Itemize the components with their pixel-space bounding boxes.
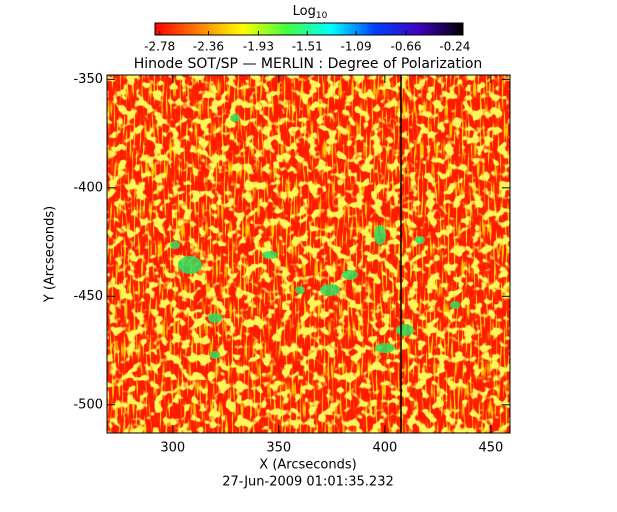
footer-date: 27-Jun-2009 01:01:35.232: [222, 475, 394, 490]
y-tick-label: -500: [73, 397, 103, 412]
colorbar-tick-label: -1.51: [292, 40, 323, 54]
y-tick-label: -350: [73, 72, 103, 87]
colorbar-tick-label: -1.09: [341, 40, 372, 54]
x-tick-label: 300: [160, 441, 185, 456]
colorbar-tick-label: -2.78: [144, 40, 175, 54]
x-tick-label: 400: [372, 441, 397, 456]
colorbar-tick-label: -2.36: [193, 40, 224, 54]
colorbar-tick-label: -0.24: [439, 40, 470, 54]
x-tick-label: 350: [266, 441, 291, 456]
x-axis-label: X (Arcseconds): [259, 458, 356, 473]
y-tick-label: -400: [73, 180, 103, 195]
colorbar: [154, 22, 464, 36]
y-tick-label: -450: [73, 289, 103, 304]
heatmap-image: [107, 75, 510, 433]
y-axis-label: Y (Arcseconds): [43, 206, 58, 303]
plot-frame: [106, 74, 511, 434]
colorbar-tick-label: -0.66: [391, 40, 422, 54]
chart-title: Hinode SOT/SP — MERLIN : Degree of Polar…: [134, 56, 483, 72]
colorbar-label: Log10: [293, 4, 328, 21]
x-tick-label: 450: [478, 441, 503, 456]
colorbar-tick-label: -1.93: [243, 40, 274, 54]
